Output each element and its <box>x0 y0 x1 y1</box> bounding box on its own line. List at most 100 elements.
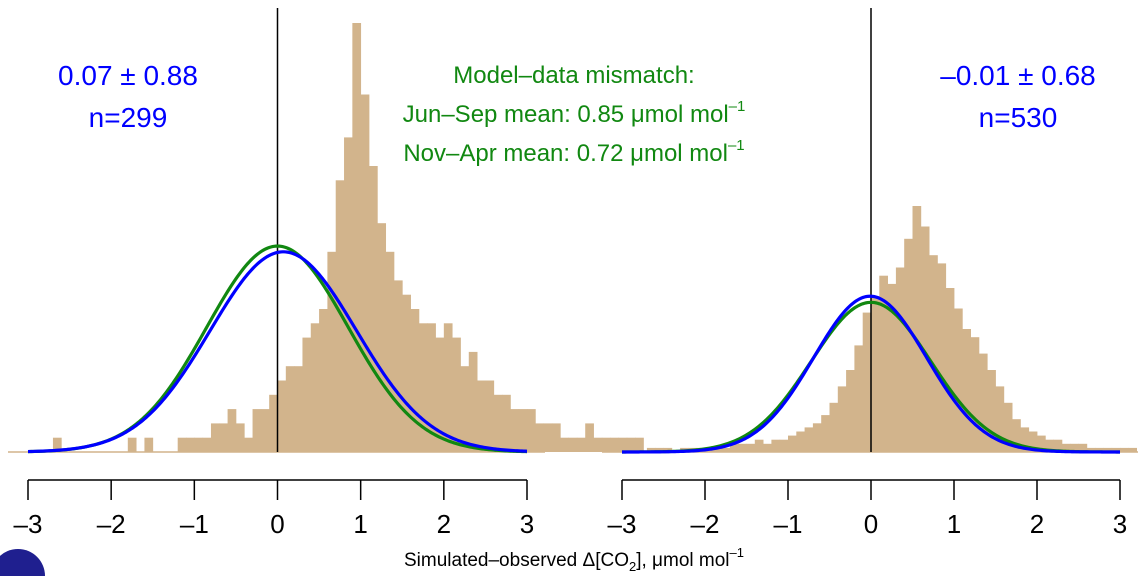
left-hist-bar <box>502 394 511 452</box>
x-axis-label-subscript: 2 <box>629 559 636 574</box>
right-hist-bar <box>804 427 814 452</box>
mismatch-nov-apr: Nov–Apr mean: 0.72 μmol mol–1 <box>403 137 744 167</box>
right-hist-bar <box>812 423 822 452</box>
right-hist-bar <box>788 435 797 452</box>
left-hist-bar <box>477 380 486 452</box>
mismatch-nov-apr-value: Nov–Apr mean: 0.72 <box>403 140 630 167</box>
left-hist-bar <box>418 323 428 452</box>
left-hist-bar <box>385 251 395 452</box>
right-hist-bar <box>779 439 789 452</box>
left-hist-bar <box>493 394 503 452</box>
right-x-tick-label: 3 <box>1113 509 1127 539</box>
left-hist-bar <box>294 366 303 452</box>
left-hist-bar <box>618 437 628 452</box>
left-hist-bar <box>52 437 62 452</box>
left-x-tick-label: 0 <box>270 509 284 539</box>
right-hist-bar <box>912 206 922 452</box>
right-n-label: n=530 <box>979 102 1058 133</box>
left-hist-bar <box>510 409 520 452</box>
left-hist-bar <box>244 437 253 452</box>
right-hist-bar <box>920 226 930 452</box>
left-hist-bar <box>202 437 212 452</box>
right-x-tick-label: 2 <box>1030 509 1044 539</box>
left-x-tick-label: –3 <box>14 509 43 539</box>
left-hist-bar <box>285 366 295 452</box>
left-hist-bar <box>402 294 411 452</box>
left-hist-bar <box>610 437 619 452</box>
left-hist-bar <box>568 437 578 452</box>
right-hist-bar <box>954 308 963 452</box>
left-hist-bar <box>319 309 328 452</box>
right-hist-bar <box>1086 447 1096 452</box>
left-hist-bar <box>593 437 603 452</box>
mismatch-title: Model–data mismatch: <box>453 62 694 89</box>
right-hist-bar <box>862 312 872 452</box>
left-hist-bar <box>443 323 453 452</box>
left-hist-bar <box>177 437 187 452</box>
right-x-tick-label: 0 <box>864 509 878 539</box>
right-hist-bar <box>970 337 980 452</box>
left-hist-bar <box>468 351 478 452</box>
left-mean-sd-label: 0.07 ± 0.88 <box>58 60 198 91</box>
left-hist-bar <box>335 180 345 453</box>
mismatch-nov-apr-mu: μ <box>630 140 644 167</box>
right-hist-bar <box>962 329 971 452</box>
right-x-tick-label: –1 <box>774 509 803 539</box>
left-hist-bar <box>452 337 461 452</box>
left-hist-bar <box>601 437 611 452</box>
left-hist-bar <box>410 309 420 452</box>
left-hist-bar <box>235 423 245 452</box>
left-x-tick-label: 2 <box>437 509 451 539</box>
right-hist-bar <box>796 431 805 452</box>
right-x-tick-label: 1 <box>947 509 961 539</box>
right-mean-sd-label: –0.01 ± 0.68 <box>940 60 1096 91</box>
left-hist-bar <box>327 251 337 452</box>
left-hist-bar <box>310 323 320 452</box>
right-hist-bar <box>1061 443 1071 452</box>
right-hist-bar <box>929 255 938 452</box>
left-hist-bar <box>186 437 195 452</box>
right-x-tick-label: –2 <box>691 509 720 539</box>
left-hist-bar <box>626 437 636 452</box>
mismatch-jun-sep-mu: μ <box>631 101 645 128</box>
right-hist-bar <box>987 370 996 452</box>
left-hist-bar <box>127 437 137 452</box>
right-hist-bar <box>729 443 739 452</box>
x-axis-label-prefix: Simulated–observed Δ[CO <box>404 550 629 571</box>
left-hist-bar <box>435 337 445 452</box>
right-hist-bar <box>721 447 731 452</box>
right-hist-bar <box>937 263 947 452</box>
x-axis-label-unit: mol mol <box>663 550 730 571</box>
left-hist-bar <box>576 437 586 452</box>
right-hist-bar <box>846 370 855 452</box>
left-hist-bar <box>635 437 644 452</box>
right-hist-bar <box>754 439 764 452</box>
left-x-tick-label: 1 <box>353 509 367 539</box>
mismatch-jun-sep-unit: mol mol <box>645 101 729 128</box>
right-hist-bar <box>1120 447 1129 452</box>
left-hist-bar <box>560 437 569 452</box>
right-hist-bar <box>1103 447 1113 452</box>
right-fit-blue-curve <box>622 294 1120 454</box>
right-hist-bar <box>713 447 722 452</box>
right-hist-bar <box>904 238 913 452</box>
left-hist-bar <box>269 394 278 452</box>
left-hist-bar <box>368 166 378 452</box>
mismatch-jun-sep-value: Jun–Sep mean: 0.85 <box>403 101 631 128</box>
right-hist-bar <box>738 443 747 452</box>
right-histogram-panel: –3 –2 –1 0 1 2 3 <box>602 8 1138 539</box>
right-hist-bar <box>821 415 830 452</box>
left-x-tick-label: –1 <box>180 509 209 539</box>
right-hist-bar <box>871 296 880 452</box>
right-hist-bar <box>829 402 839 452</box>
left-hist-bar <box>518 409 528 452</box>
left-hist-bar <box>252 409 262 452</box>
left-hist-bar <box>302 337 312 452</box>
right-hist-bar <box>895 267 905 452</box>
right-hist-bar <box>1128 447 1137 452</box>
left-hist-bar <box>260 409 270 452</box>
left-hist-bar <box>535 423 545 452</box>
mismatch-jun-sep: Jun–Sep mean: 0.85 μmol mol–1 <box>403 98 746 128</box>
left-histogram-panel: –3 –2 –1 0 1 2 3 <box>8 8 644 539</box>
